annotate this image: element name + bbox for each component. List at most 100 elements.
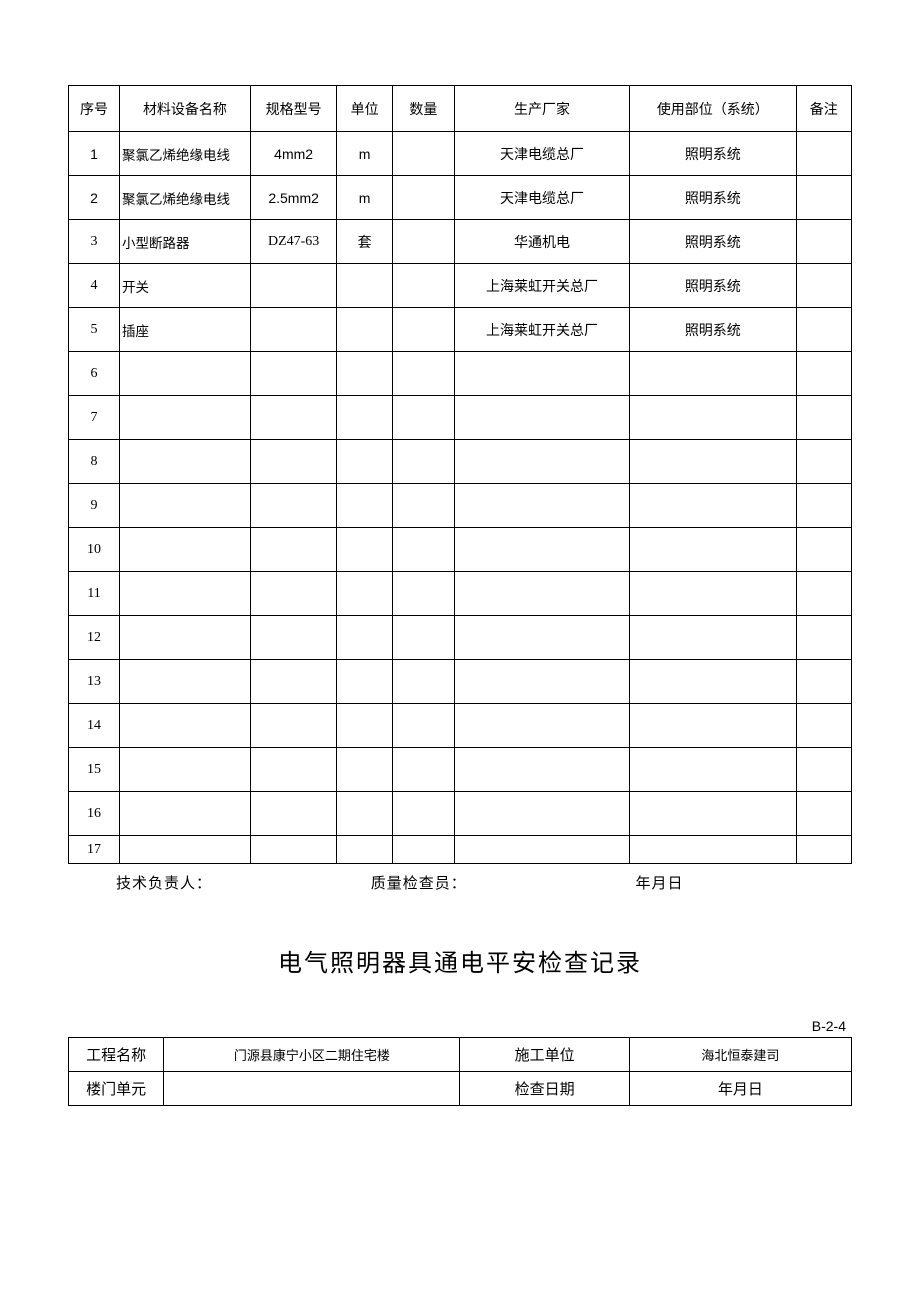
table-row: 7 [69, 396, 852, 440]
cell-qty [392, 748, 454, 792]
cell-name [120, 528, 251, 572]
cell-spec [250, 748, 337, 792]
cell-remark [796, 528, 852, 572]
cell-qty [392, 836, 454, 864]
cell-name: 开关 [120, 264, 251, 308]
cell-usage [630, 440, 796, 484]
cell-usage: 照明系统 [630, 264, 796, 308]
cell-name: 插座 [120, 308, 251, 352]
cell-seq: 5 [69, 308, 120, 352]
cell-spec [250, 352, 337, 396]
cell-unit: m [337, 176, 392, 220]
table-row: 13 [69, 660, 852, 704]
cell-remark [796, 704, 852, 748]
label-project-name: 工程名称 [69, 1038, 164, 1072]
cell-qty [392, 528, 454, 572]
cell-usage [630, 660, 796, 704]
cell-maker [454, 748, 629, 792]
cell-seq: 2 [69, 176, 120, 220]
value-project-name: 门源县康宁小区二期住宅楼 [164, 1038, 460, 1072]
materials-table: 序号 材料设备名称 规格型号 单位 数量 生产厂家 使用部位（系统） 备注 1聚… [68, 85, 852, 864]
cell-qty [392, 660, 454, 704]
cell-seq: 14 [69, 704, 120, 748]
cell-remark [796, 748, 852, 792]
section-title: 电气照明器具通电平安检查记录 [68, 943, 852, 978]
cell-name [120, 616, 251, 660]
project-info-table: 工程名称 门源县康宁小区二期住宅楼 施工单位 海北恒泰建司 楼门单元 检查日期 … [68, 1037, 852, 1106]
cell-seq: 12 [69, 616, 120, 660]
cell-qty [392, 704, 454, 748]
cell-name [120, 440, 251, 484]
value-contractor: 海北恒泰建司 [629, 1038, 851, 1072]
cell-remark [796, 176, 852, 220]
cell-seq: 16 [69, 792, 120, 836]
table-row: 3小型断路器DZ47-63套华通机电照明系统 [69, 220, 852, 264]
cell-name [120, 748, 251, 792]
cell-usage: 照明系统 [630, 308, 796, 352]
cell-spec [250, 660, 337, 704]
cell-spec [250, 572, 337, 616]
value-building-unit [164, 1072, 460, 1106]
cell-unit [337, 704, 392, 748]
cell-qty [392, 308, 454, 352]
sign-date: 年月日 [636, 872, 684, 893]
qc-signer: 质量检查员： [371, 872, 631, 893]
cell-usage [630, 396, 796, 440]
cell-spec: 4mm2 [250, 132, 337, 176]
cell-seq: 11 [69, 572, 120, 616]
cell-unit [337, 616, 392, 660]
cell-name: 小型断路器 [120, 220, 251, 264]
table-row: 16 [69, 792, 852, 836]
cell-seq: 3 [69, 220, 120, 264]
cell-usage [630, 616, 796, 660]
cell-qty [392, 176, 454, 220]
header-qty: 数量 [392, 86, 454, 132]
cell-maker [454, 440, 629, 484]
cell-spec [250, 704, 337, 748]
cell-spec [250, 308, 337, 352]
cell-qty [392, 484, 454, 528]
cell-maker [454, 396, 629, 440]
cell-maker [454, 792, 629, 836]
cell-usage [630, 836, 796, 864]
cell-maker [454, 660, 629, 704]
table-row: 17 [69, 836, 852, 864]
cell-remark [796, 616, 852, 660]
cell-spec [250, 264, 337, 308]
cell-seq: 9 [69, 484, 120, 528]
cell-seq: 17 [69, 836, 120, 864]
cell-qty [392, 616, 454, 660]
cell-name [120, 704, 251, 748]
cell-remark [796, 836, 852, 864]
cell-spec [250, 836, 337, 864]
cell-usage: 照明系统 [630, 176, 796, 220]
cell-spec [250, 528, 337, 572]
cell-unit [337, 264, 392, 308]
cell-maker: 天津电缆总厂 [454, 132, 629, 176]
cell-name [120, 484, 251, 528]
table-row: 4开关上海莱虹开关总厂照明系统 [69, 264, 852, 308]
cell-remark [796, 352, 852, 396]
cell-maker [454, 528, 629, 572]
header-maker: 生产厂家 [454, 86, 629, 132]
table-row: 2聚氯乙烯绝缘电线2.5mm2m天津电缆总厂照明系统 [69, 176, 852, 220]
cell-qty [392, 440, 454, 484]
cell-spec [250, 440, 337, 484]
cell-maker: 上海莱虹开关总厂 [454, 264, 629, 308]
cell-qty [392, 264, 454, 308]
info-row: 楼门单元 检查日期 年月日 [69, 1072, 852, 1106]
header-unit: 单位 [337, 86, 392, 132]
cell-unit [337, 748, 392, 792]
label-contractor: 施工单位 [460, 1038, 629, 1072]
cell-usage: 照明系统 [630, 220, 796, 264]
cell-qty [392, 396, 454, 440]
cell-unit: 套 [337, 220, 392, 264]
cell-seq: 10 [69, 528, 120, 572]
cell-maker: 华通机电 [454, 220, 629, 264]
cell-name: 聚氯乙烯绝缘电线 [120, 132, 251, 176]
cell-usage [630, 704, 796, 748]
cell-maker: 上海莱虹开关总厂 [454, 308, 629, 352]
cell-maker [454, 704, 629, 748]
header-remark: 备注 [796, 86, 852, 132]
cell-maker [454, 484, 629, 528]
